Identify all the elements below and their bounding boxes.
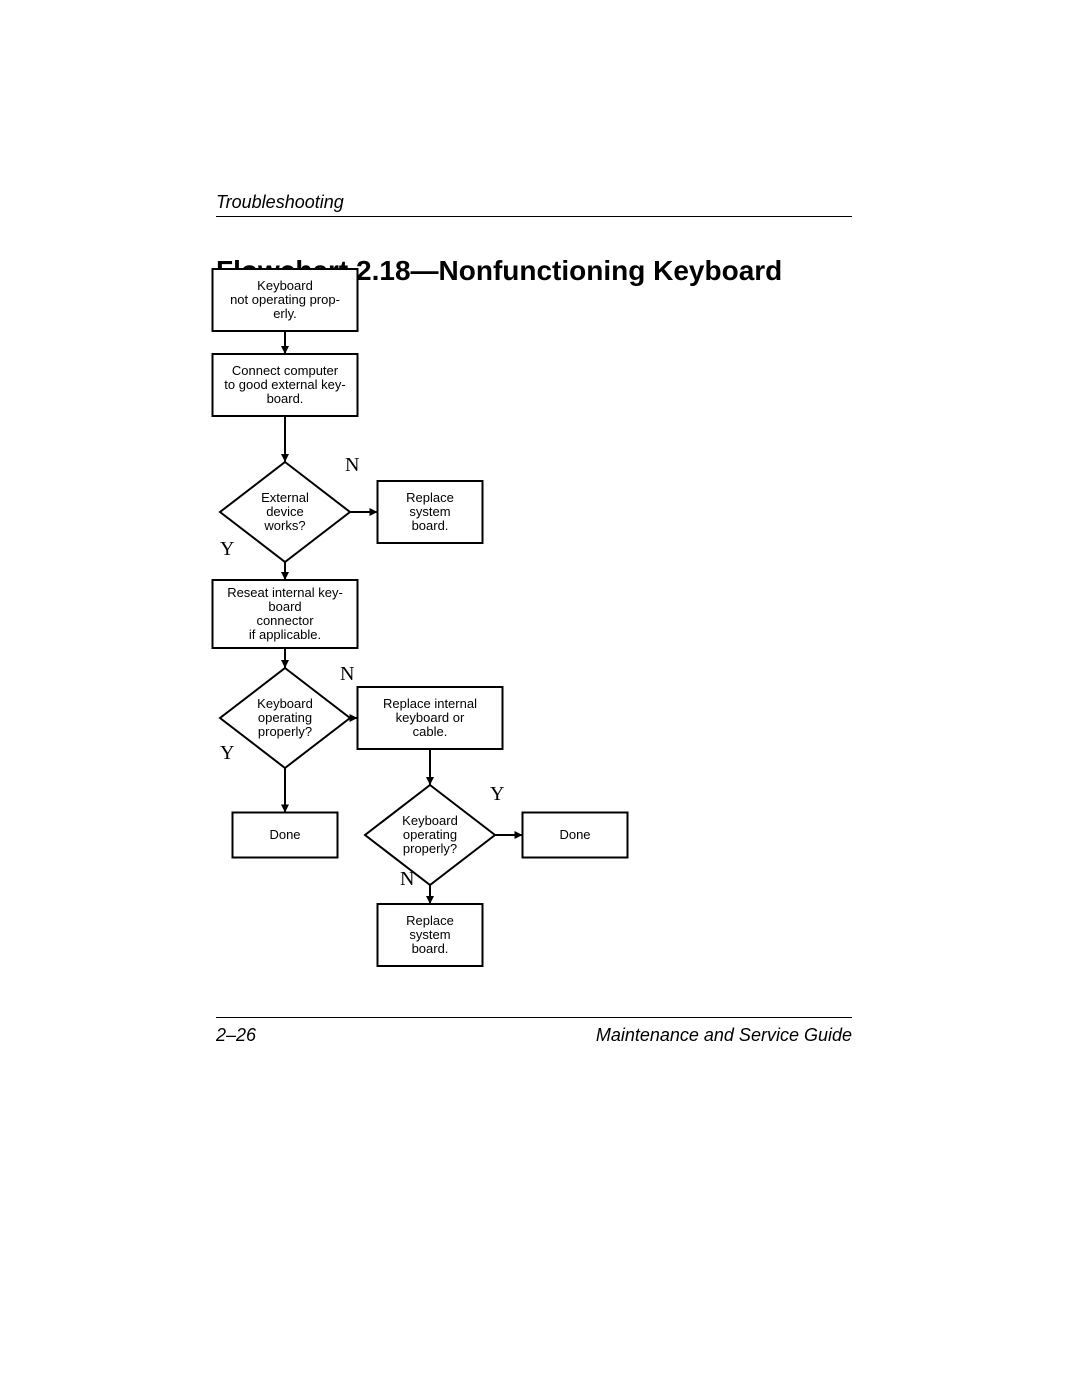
flow-node-text: board.	[412, 518, 449, 533]
flow-node-text: External	[261, 490, 309, 505]
flow-node-text: keyboard or	[396, 710, 465, 725]
flow-node-text: properly?	[403, 841, 457, 856]
flow-edge-label: Y	[220, 742, 234, 764]
flow-node-text: board.	[267, 391, 304, 406]
flow-node-text: Reseat internal key-	[227, 585, 343, 600]
flow-node-text: if applicable.	[249, 627, 321, 642]
flow-edge-label: N	[345, 454, 359, 476]
flow-edge-label: N	[400, 868, 414, 890]
footer-rule	[216, 1017, 852, 1018]
flow-node-text: Keyboard	[257, 696, 313, 711]
flow-node-text: Keyboard	[402, 813, 458, 828]
flow-edge-label: N	[340, 663, 354, 685]
footer-page: 2–26	[216, 1025, 256, 1046]
flowchart: Keyboardnot operating prop-erly.Connect …	[0, 0, 1080, 1397]
flow-node-text: erly.	[273, 306, 297, 321]
flow-node-text: system	[409, 927, 450, 942]
flow-node-text: works?	[263, 518, 305, 533]
flow-node-text: board	[268, 599, 301, 614]
flow-node-text: not operating prop-	[230, 292, 340, 307]
flow-node-text: system	[409, 504, 450, 519]
flow-node-text: board.	[412, 941, 449, 956]
flow-node-text: Replace internal	[383, 696, 477, 711]
flow-edge-label: Y	[220, 538, 234, 560]
flow-node-text: to good external key-	[224, 377, 345, 392]
flow-node-text: Keyboard	[257, 278, 313, 293]
footer-guide: Maintenance and Service Guide	[596, 1025, 852, 1046]
flow-node-text: operating	[403, 827, 457, 842]
flow-node-text: Replace	[406, 913, 454, 928]
flow-node-text: properly?	[258, 724, 312, 739]
flow-edge-label: Y	[490, 783, 504, 805]
flow-node-text: device	[266, 504, 304, 519]
flow-node-text: Replace	[406, 490, 454, 505]
flow-node-text: Connect computer	[232, 363, 339, 378]
document-page: Troubleshooting Flowchart 2.18—Nonfuncti…	[0, 0, 1080, 1397]
flow-node-text: connector	[256, 613, 314, 628]
flow-node-text: operating	[258, 710, 312, 725]
flow-node-text: Done	[559, 827, 590, 842]
flow-node-text: cable.	[413, 724, 448, 739]
flow-node-text: Done	[269, 827, 300, 842]
